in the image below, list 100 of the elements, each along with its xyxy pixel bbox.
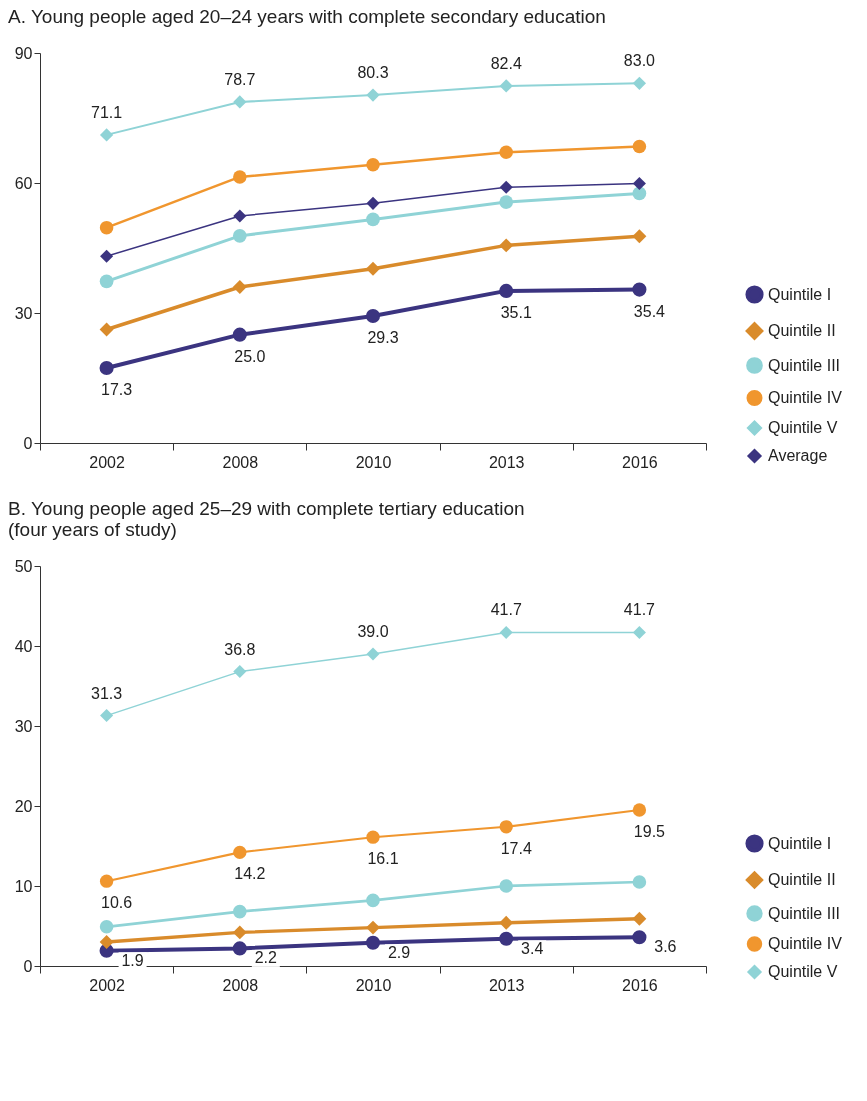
data-label: 41.7: [623, 601, 656, 619]
point: [366, 212, 380, 227]
legend-label: Quintile V: [768, 963, 838, 980]
data-label: 17.3: [101, 381, 133, 399]
point: [366, 158, 380, 172]
point: [99, 935, 114, 949]
data-label: 36.8: [224, 640, 256, 658]
point: [365, 935, 381, 950]
legend-label: Average: [768, 447, 828, 464]
y-tick-label: 20: [14, 797, 33, 815]
point: [632, 229, 647, 244]
point: [100, 249, 114, 263]
data-label: 3.4: [521, 939, 544, 957]
point: [499, 820, 513, 834]
y-tick-label: 90: [14, 44, 33, 62]
data-label: 16.1: [367, 850, 399, 868]
point: [499, 915, 514, 930]
data-label: 25.0: [234, 347, 266, 365]
legend-label: Quintile II: [768, 322, 836, 339]
legend-label: Quintile IV: [768, 389, 843, 406]
data-label: 35.1: [500, 303, 532, 321]
legend-label: Quintile I: [768, 285, 832, 303]
point: [499, 238, 514, 253]
point: [233, 209, 247, 223]
point: [232, 925, 247, 940]
point: [366, 647, 380, 661]
point: [232, 327, 247, 342]
data-label: 10.6: [101, 894, 133, 912]
point: [365, 308, 381, 324]
x-tick-label: 2013: [488, 453, 525, 471]
point: [366, 893, 380, 908]
point: [232, 280, 247, 294]
point: [233, 665, 247, 679]
point: [99, 322, 114, 337]
point: [499, 145, 513, 159]
point: [632, 176, 646, 190]
point: [99, 874, 114, 888]
y-tick-label: 30: [14, 304, 33, 322]
x-tick-label: 2002: [89, 976, 125, 994]
point: [632, 625, 646, 639]
data-label: 2.2: [254, 949, 278, 967]
data-label: 31.3: [91, 684, 123, 702]
point: [99, 128, 114, 142]
point: [366, 920, 380, 935]
data-label: 78.7: [224, 70, 256, 88]
point: [232, 229, 247, 243]
x-tick-label: 2002: [89, 453, 125, 471]
point: [99, 360, 114, 376]
data-label: 82.4: [490, 54, 522, 72]
y-tick-label: 50: [14, 557, 33, 575]
data-label: 35.4: [633, 302, 666, 320]
point: [232, 941, 247, 956]
data-label: 2.9: [387, 943, 411, 961]
legend-label: Quintile V: [768, 419, 838, 436]
y-tick-label: 30: [14, 717, 33, 735]
point: [99, 220, 114, 235]
y-tick-label: 60: [14, 174, 33, 192]
point: [233, 904, 247, 919]
y-tick-label: 0: [23, 434, 33, 452]
x-tick-label: 2013: [488, 976, 525, 994]
data-label: 14.2: [234, 865, 266, 883]
x-tick-label: 2008: [222, 976, 259, 994]
legend-label: Quintile IV: [768, 935, 843, 952]
chart-title: A. Young people aged 20–24 years with complete secondary education: [8, 6, 606, 27]
data-label: 29.3: [367, 329, 399, 347]
point: [632, 930, 647, 945]
x-tick-label: 2016: [622, 976, 658, 994]
y-tick-label: 40: [14, 637, 33, 655]
point: [499, 931, 514, 946]
point: [632, 76, 647, 90]
point: [499, 625, 513, 639]
data-label: 41.7: [490, 601, 522, 619]
chart-title: B. Young people aged 25–29 with complete tertiary education (four years of study): [8, 498, 525, 540]
point: [632, 282, 647, 297]
point: [99, 274, 114, 289]
point: [99, 920, 114, 934]
legend-label: Quintile I: [768, 834, 832, 852]
legend-label: Quintile III: [768, 356, 841, 374]
data-label: 39.0: [357, 623, 389, 640]
data-label: 83.0: [623, 52, 656, 70]
point: [366, 88, 380, 102]
point: [233, 170, 247, 184]
data-label: 80.3: [357, 64, 389, 82]
point: [632, 875, 647, 889]
point: [499, 879, 513, 893]
data-label: 3.6: [654, 938, 677, 956]
legend-label: Quintile III: [768, 904, 841, 922]
legend-label: Quintile II: [768, 871, 836, 888]
y-tick-label: 0: [23, 957, 33, 975]
point: [632, 186, 647, 201]
point: [499, 180, 513, 194]
point: [632, 139, 647, 154]
point: [632, 911, 647, 926]
data-label: 19.5: [633, 823, 666, 840]
point: [100, 709, 114, 723]
point: [233, 845, 247, 860]
point: [366, 196, 380, 210]
data-label: 17.4: [500, 839, 532, 857]
point: [499, 79, 513, 93]
point: [366, 830, 380, 844]
